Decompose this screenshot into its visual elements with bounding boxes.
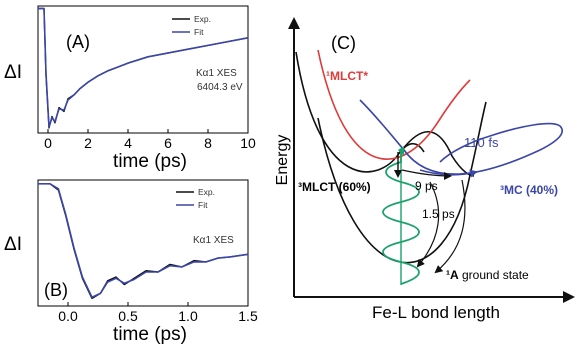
x-tick-label: 0 bbox=[44, 135, 52, 151]
series-line-fit bbox=[38, 183, 249, 298]
panel-a-legend: Exp. Fit bbox=[172, 14, 211, 37]
x-tick-label: 2 bbox=[84, 135, 92, 151]
x-tick-label: 0.5 bbox=[118, 308, 138, 324]
panel-b-series bbox=[38, 183, 249, 300]
panel-b-label: (B) bbox=[44, 280, 68, 300]
ground-state-symbol: ¹A bbox=[446, 268, 459, 282]
x-tick-label: 4 bbox=[124, 135, 132, 151]
panel-c: Energy Fe-L bond length (C) ¹MLCT* ³MLCT… bbox=[274, 17, 575, 322]
panel-a-frame bbox=[37, 5, 249, 134]
mlct3-label: ³MLCT (60%) bbox=[298, 180, 371, 194]
panel-b-x-label: time (ps) bbox=[113, 324, 187, 345]
energy-axis-label: Energy bbox=[274, 135, 291, 186]
panel-a: 0 2 4 6 8 10 (A) ΔI time (ps) Exp. Fit Kα1 XE… bbox=[4, 5, 256, 172]
mlct3-curve bbox=[295, 51, 425, 173]
mlct-to-mc-arrow bbox=[401, 169, 452, 180]
decay-arrow bbox=[416, 181, 440, 268]
panel-a-x-ticks: 0 2 4 6 8 10 bbox=[44, 129, 256, 151]
panel-a-x-label: time (ps) bbox=[113, 151, 187, 172]
crossing-marker bbox=[398, 146, 404, 156]
panel-b: 0.0 0.5 1.0 1.5 (B) ΔI time (ps) Exp. Fit K… bbox=[4, 179, 258, 345]
x-tick-label: 10 bbox=[240, 135, 256, 151]
panel-b-x-ticks: 0.0 0.5 1.0 1.5 bbox=[58, 302, 258, 324]
panel-b-legend-exp: Exp. bbox=[198, 187, 215, 197]
mlct-star-curve bbox=[317, 49, 471, 160]
x-tick-label: 1.0 bbox=[178, 308, 198, 324]
ground-state-label: ¹A ground state bbox=[446, 268, 529, 282]
x-tick-label: 1.5 bbox=[238, 308, 258, 324]
bond-length-axis-label: Fe-L bond length bbox=[372, 303, 500, 322]
series-line-fit bbox=[38, 7, 249, 128]
x-tick-label: 0.0 bbox=[58, 308, 78, 324]
ground-state-curve bbox=[317, 101, 487, 264]
panel-c-label: (C) bbox=[331, 33, 356, 53]
panel-b-legend: Exp. Fit bbox=[176, 187, 215, 210]
time-110fs-label: 110 fs bbox=[464, 135, 499, 150]
panel-a-y-label: ΔI bbox=[4, 62, 22, 83]
panel-a-label: (A) bbox=[66, 32, 90, 52]
mlct-star-label: ¹MLCT* bbox=[326, 69, 368, 83]
panel-b-annotation: Kα1 XES bbox=[193, 235, 234, 246]
excitation-wave bbox=[382, 150, 420, 285]
panel-a-legend-fit: Fit bbox=[194, 27, 204, 37]
x-tick-label: 8 bbox=[204, 135, 212, 151]
panel-a-annotation-line2: 6404.3 eV bbox=[197, 82, 243, 93]
panel-b-legend-fit: Fit bbox=[198, 200, 208, 210]
mc-decay-arrow bbox=[434, 179, 466, 274]
panel-a-annotation-line1: Kα1 XES bbox=[196, 68, 237, 79]
panel-b-frame bbox=[37, 179, 249, 307]
ground-state-text: ground state bbox=[459, 268, 529, 282]
panel-a-legend-exp: Exp. bbox=[194, 14, 211, 24]
x-tick-label: 6 bbox=[164, 135, 172, 151]
time-9ps-label: 9 ps bbox=[415, 179, 438, 193]
mc3-label: ³MC (40%) bbox=[500, 183, 558, 197]
panel-b-y-label: ΔI bbox=[4, 234, 22, 255]
time-15ps-label: 1.5 ps bbox=[422, 207, 455, 221]
panel-a-series bbox=[38, 7, 249, 129]
